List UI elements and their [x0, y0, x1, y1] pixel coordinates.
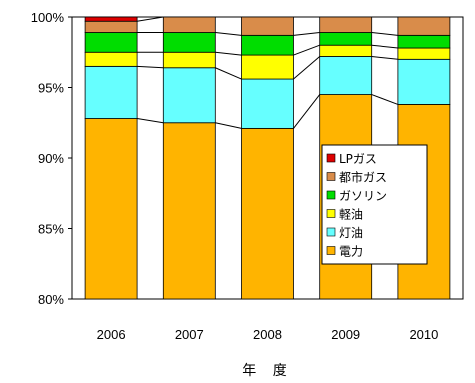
y-tick-label: 80% — [38, 292, 64, 307]
connector-line — [137, 16, 164, 22]
connector-line — [293, 44, 320, 56]
bar-segment — [319, 16, 373, 33]
y-tick-label: 90% — [38, 151, 64, 166]
y-axis-tick-labels: 80% 85% 90% 95% 100% — [31, 10, 72, 307]
x-tick-label: 2010 — [409, 327, 438, 342]
bar-segment — [162, 51, 216, 69]
connector-line — [137, 118, 164, 124]
legend-swatch — [326, 209, 336, 218]
connector-line — [293, 32, 320, 36]
bar-segment — [241, 34, 294, 56]
connector-line — [215, 32, 242, 36]
bar-segment — [397, 58, 451, 105]
x-tick-label: 2007 — [175, 327, 204, 342]
plot-area — [71, 16, 464, 300]
bar-segment — [84, 65, 138, 119]
bars — [84, 16, 451, 300]
connector-line — [293, 56, 321, 80]
y-tick-label: 100% — [31, 10, 65, 25]
y-tick-label: 95% — [38, 81, 64, 96]
legend-label: 灯油 — [339, 226, 363, 240]
legend-box — [321, 144, 428, 265]
legend-swatch — [326, 190, 336, 200]
connector-line — [137, 65, 164, 69]
bar-segment — [397, 47, 451, 60]
bar-segment — [241, 127, 294, 300]
connector-line — [371, 44, 398, 49]
connector-line — [293, 94, 321, 129]
bar-segment — [162, 122, 216, 300]
bar-segment — [319, 56, 373, 95]
bar-segment — [162, 32, 216, 53]
legend-swatch — [326, 246, 336, 255]
x-tick-label: 2008 — [253, 327, 282, 342]
legend-swatch — [326, 227, 336, 237]
legend-swatch — [326, 172, 336, 181]
connector-line — [371, 55, 398, 60]
x-axis-tick-labels: 2006 2007 2008 2009 2010 — [97, 327, 439, 342]
bar-segment — [397, 16, 451, 36]
legend-label: LPガス — [339, 152, 377, 166]
legend-label: 都市ガス — [339, 170, 387, 185]
bar-segment — [84, 32, 138, 53]
bar-segment — [319, 32, 373, 46]
bar-segment — [241, 78, 294, 129]
connector-line — [371, 94, 399, 105]
legend-label: 電力 — [339, 245, 363, 259]
y-tick-label: 85% — [38, 222, 64, 237]
legend-label: ガソリン — [339, 189, 387, 203]
bar-segment — [162, 67, 216, 124]
legend-label: 軽油 — [339, 208, 363, 222]
series-connector-lines — [137, 16, 399, 129]
connector-line — [371, 32, 398, 36]
connector-line — [215, 51, 242, 56]
bar-segment — [84, 118, 138, 300]
x-tick-label: 2009 — [331, 327, 360, 342]
legend-swatch — [326, 153, 336, 163]
connector-line — [215, 67, 242, 80]
bar-segment — [319, 44, 373, 57]
bar-segment — [397, 34, 451, 49]
bar-segment — [84, 16, 138, 22]
x-axis-label: 年 度 — [242, 363, 292, 379]
bar-segment — [162, 16, 216, 33]
bar-segment — [84, 20, 138, 33]
bar-segment — [84, 51, 138, 67]
bar-segment — [241, 16, 294, 36]
x-tick-label: 2006 — [97, 327, 126, 342]
connector-line — [215, 122, 242, 129]
bar-segment — [241, 54, 294, 80]
